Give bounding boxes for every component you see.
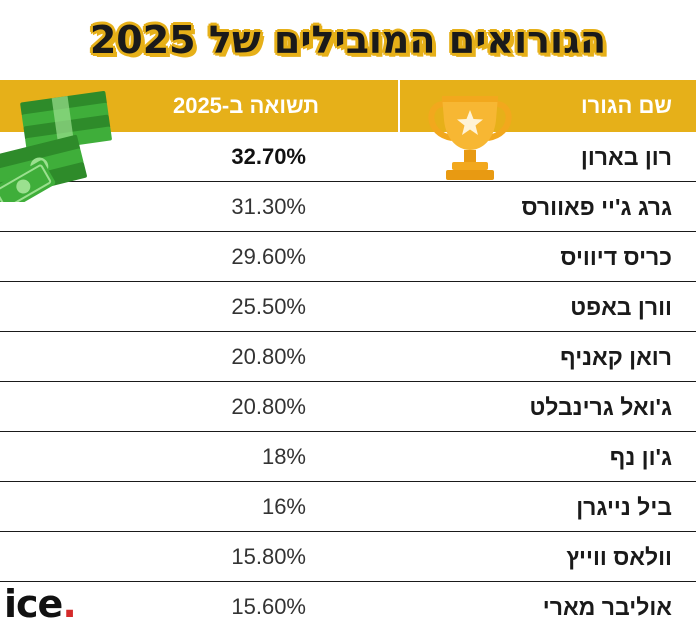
guru-return: 20.80%	[231, 344, 306, 369]
guru-return: 15.60%	[231, 594, 306, 619]
guru-return: 25.50%	[231, 294, 306, 319]
table-row: ג'ון נף 18%	[0, 432, 696, 482]
guru-name: גרג ג'יי פאוורס	[521, 194, 672, 220]
guru-name: אוליבר מארי	[542, 594, 672, 620]
guru-name: וולאס ווייץ	[566, 544, 672, 570]
table-row: אוליבר מארי 15.60%	[0, 582, 696, 629]
table-row: רון בארון 32.70%	[0, 132, 696, 182]
guru-name: כריס דיוויס	[560, 244, 672, 270]
table-row: וולאס ווייץ 15.80%	[0, 532, 696, 582]
money-stack-icon: $	[0, 91, 112, 202]
table-row: ג'ואל גרינבלט 20.80%	[0, 382, 696, 432]
guru-return: 20.80%	[231, 394, 306, 419]
trophy-icon	[428, 96, 512, 180]
guru-name: רואן קאניף	[560, 344, 672, 370]
guru-return: 16%	[261, 494, 306, 519]
guru-return: 31.30%	[231, 194, 306, 219]
table-row: גרג ג'יי פאוורס 31.30%	[0, 182, 696, 232]
guru-return: 18%	[261, 444, 306, 469]
header-name: שם הגורו	[580, 93, 672, 118]
guru-name: ג'ון נף	[609, 444, 672, 470]
guru-return: 15.80%	[231, 544, 306, 569]
table-row: ביל נייגרן 16%	[0, 482, 696, 532]
table-body: רון בארון 32.70% גרג ג'יי פאוורס 31.30% …	[0, 132, 696, 629]
header-divider	[398, 80, 400, 132]
table-header: שם הגורו תשואה ב-2025	[0, 80, 696, 132]
ice-logo: ice.	[4, 582, 77, 626]
table-row: וורן באפט 25.50%	[0, 282, 696, 332]
guru-name: ביל נייגרן	[576, 494, 672, 520]
page-title: הגורואים המובילים של 2025	[89, 18, 607, 62]
guru-return: 29.60%	[231, 244, 306, 269]
table-row: רואן קאניף 20.80%	[0, 332, 696, 382]
guru-name: וורן באפט	[570, 294, 672, 320]
guru-return: 32.70%	[231, 144, 306, 169]
header-return: תשואה ב-2025	[172, 93, 320, 118]
table-row: כריס דיוויס 29.60%	[0, 232, 696, 282]
guru-name: רון בארון	[580, 144, 672, 170]
guru-name: ג'ואל גרינבלט	[529, 394, 672, 420]
